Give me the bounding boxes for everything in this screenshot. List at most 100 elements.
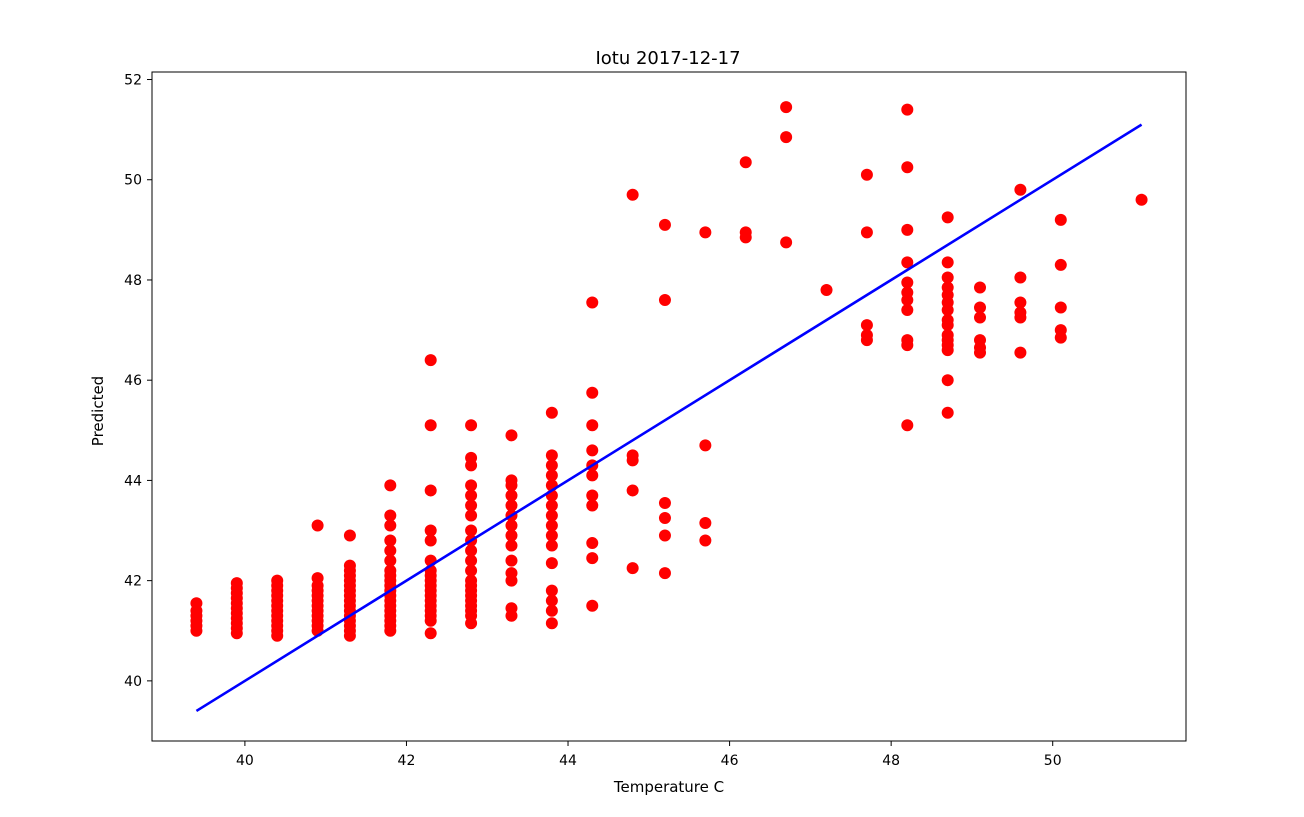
y-axis-label: Predicted [89, 376, 107, 446]
x-tick-label: 48 [882, 753, 900, 769]
data-point [505, 519, 518, 532]
data-point [974, 311, 987, 324]
data-point [699, 226, 712, 239]
data-point [545, 449, 558, 462]
data-point [545, 539, 558, 552]
data-point [505, 429, 518, 442]
data-point [545, 617, 558, 630]
data-point [384, 519, 397, 532]
data-point [586, 444, 599, 457]
data-point [699, 517, 712, 530]
data-point [271, 574, 284, 587]
data-point [586, 489, 599, 502]
data-point [658, 512, 671, 524]
data-point [545, 557, 558, 570]
data-point [901, 256, 914, 269]
data-point [586, 386, 599, 399]
data-point [1054, 324, 1067, 337]
data-point [505, 567, 518, 580]
data-point [465, 499, 478, 512]
data-point [545, 499, 558, 512]
data-point [901, 304, 914, 317]
data-point [424, 419, 437, 432]
data-point [545, 459, 558, 472]
data-point [586, 537, 599, 550]
data-point [505, 554, 518, 567]
data-point [1014, 346, 1027, 359]
data-point [1135, 193, 1148, 206]
data-point [465, 544, 478, 557]
data-point [545, 594, 558, 607]
x-tick-label: 50 [1044, 753, 1062, 769]
data-point [820, 283, 833, 296]
x-axis: 40 42 44 46 48 50 [236, 741, 1062, 769]
data-point [626, 562, 639, 575]
data-point [658, 529, 671, 542]
data-point [860, 329, 873, 342]
data-point [974, 281, 987, 294]
data-point [1014, 271, 1027, 284]
data-point [699, 534, 712, 547]
data-point [586, 499, 599, 512]
data-point [424, 534, 437, 547]
data-point [505, 529, 518, 542]
data-point [780, 101, 793, 114]
data-point [941, 271, 954, 284]
data-point [1014, 306, 1027, 319]
data-point [384, 554, 397, 567]
data-point [465, 451, 478, 464]
data-point [505, 489, 518, 502]
data-point [626, 449, 639, 462]
data-point [343, 559, 356, 572]
data-point [465, 574, 478, 587]
data-point [901, 223, 914, 236]
data-point [780, 131, 793, 144]
y-tick-label: 40 [124, 674, 142, 690]
data-point [626, 188, 639, 201]
data-point [941, 281, 954, 294]
y-tick-label: 52 [124, 73, 142, 89]
data-point [941, 374, 954, 387]
data-point [658, 218, 671, 231]
data-point [941, 329, 954, 342]
y-tick-label: 48 [124, 273, 142, 289]
data-point [505, 499, 518, 512]
data-point [311, 572, 324, 585]
data-point [860, 168, 873, 181]
data-point [901, 334, 914, 347]
data-point [424, 627, 437, 640]
data-point [860, 226, 873, 239]
y-tick-label: 46 [124, 373, 142, 389]
data-point [465, 489, 478, 502]
data-point [1014, 183, 1027, 196]
data-point [586, 469, 599, 482]
y-axis: 40 42 44 46 48 50 52 [124, 73, 152, 690]
data-point [586, 599, 599, 612]
data-point [384, 479, 397, 492]
data-point [941, 406, 954, 419]
data-point [974, 334, 987, 347]
data-point [586, 419, 599, 432]
data-point [901, 276, 914, 289]
x-tick-label: 46 [721, 753, 739, 769]
data-point [505, 474, 518, 487]
data-point [545, 584, 558, 597]
y-tick-label: 44 [124, 473, 142, 489]
data-point [424, 484, 437, 497]
data-point [505, 602, 518, 615]
data-point [1054, 258, 1067, 271]
data-point [1054, 213, 1067, 226]
data-point [1014, 296, 1027, 309]
data-point [311, 519, 324, 532]
data-point [901, 286, 914, 299]
data-point [230, 577, 243, 590]
data-point [545, 519, 558, 532]
data-point [343, 529, 356, 542]
data-point [901, 419, 914, 432]
data-point [941, 211, 954, 224]
data-point [739, 156, 752, 169]
x-tick-label: 42 [398, 753, 416, 769]
data-point [545, 509, 558, 522]
chart-title: Iotu 2017-12-17 [595, 48, 740, 69]
data-point [545, 529, 558, 542]
